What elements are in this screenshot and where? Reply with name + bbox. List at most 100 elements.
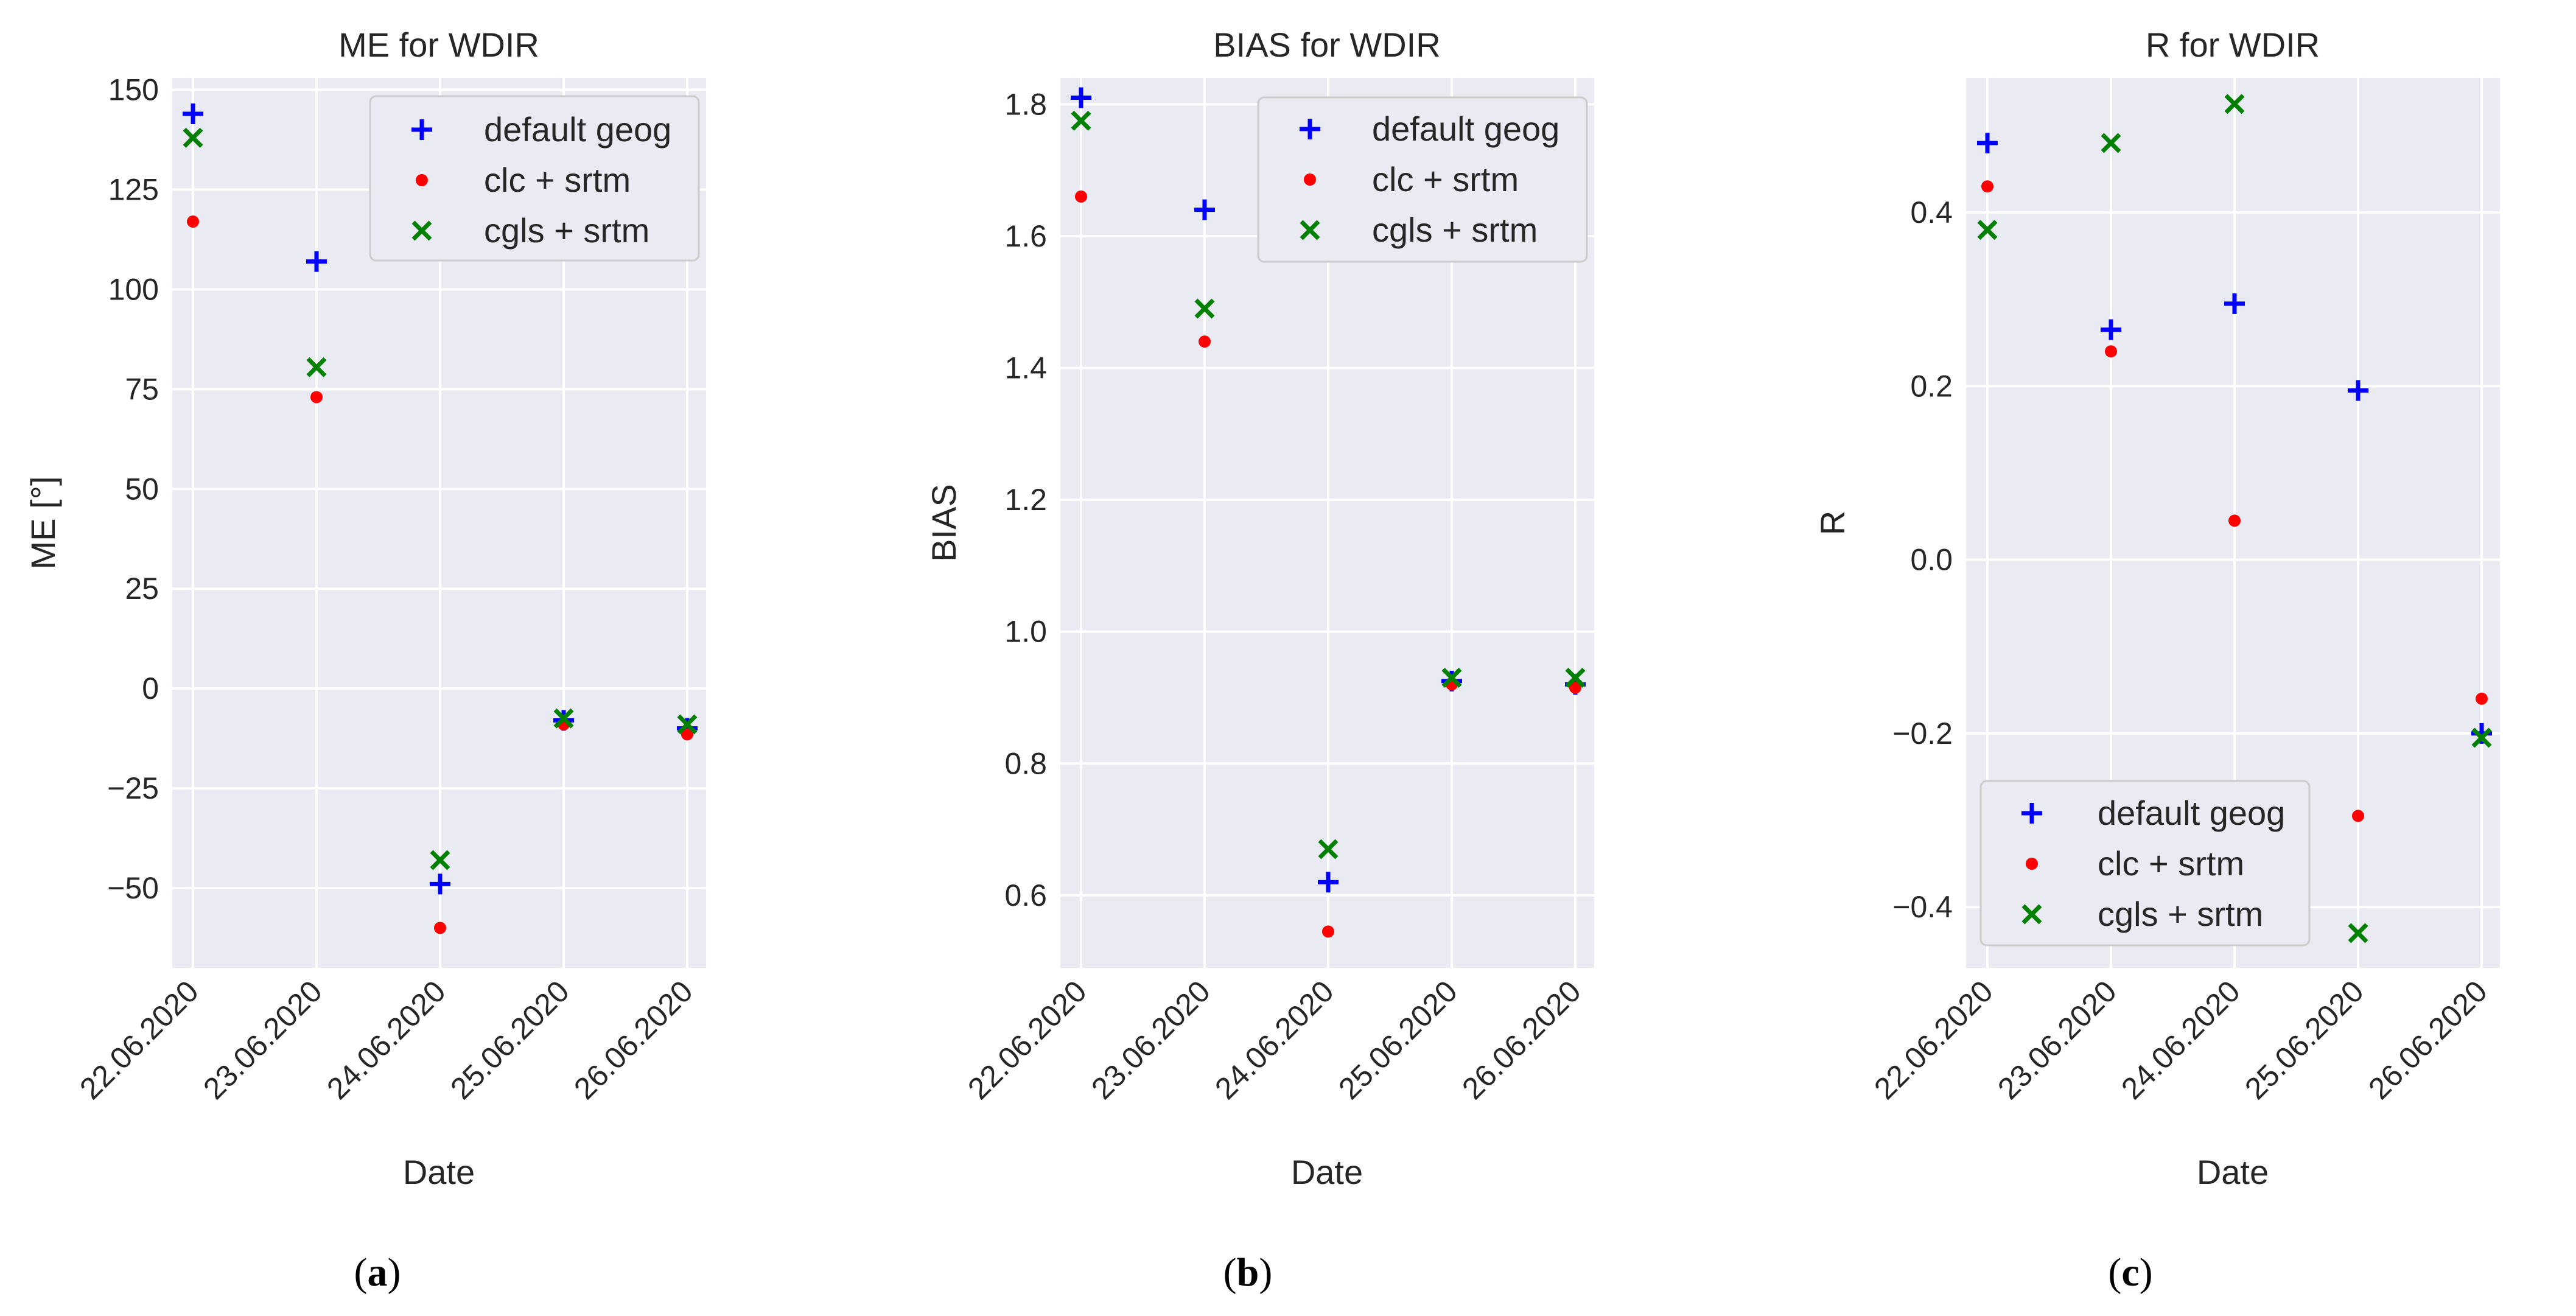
data-point-cgls-srtm — [2348, 923, 2368, 943]
data-point-clc-srtm — [1199, 335, 1211, 348]
x-tick-label: 22.06.2020 — [1867, 974, 2000, 1106]
legend-marker-clc-srtm — [2026, 858, 2038, 870]
data-point-clc-srtm — [187, 215, 199, 228]
y-tick-label: 0.6 — [1004, 878, 1047, 912]
chart-title-b: BIAS for WDIR — [1213, 26, 1440, 64]
data-point-cgls-srtm — [2224, 94, 2245, 114]
panel-b: 0.6 0.8 1.0 1.2 1.4 1.6 1.8 22.06.202023.06.20… — [925, 26, 1594, 1295]
legend-label-clc-srtm-c: clc + srtm — [2098, 844, 2244, 883]
marks-a — [183, 103, 698, 934]
legend-markers-a — [411, 119, 432, 241]
y-tick-label: 50 — [125, 472, 159, 506]
data-point-default-geog — [2348, 380, 2368, 401]
y-tick-label: 0.2 — [1910, 369, 1953, 403]
yticks-a: −50 −25 0 25 50 75 100 125 150 — [107, 73, 159, 905]
data-point-default-geog — [2224, 293, 2245, 314]
legend-marker-clc-srtm — [416, 174, 428, 186]
caption-b: (b) — [1223, 1250, 1273, 1295]
data-point-clc-srtm — [310, 391, 323, 404]
caption-a: (a) — [354, 1250, 401, 1295]
y-tick-label: 1.2 — [1004, 483, 1047, 517]
yticks-b: 0.6 0.8 1.0 1.2 1.4 1.6 1.8 — [1004, 87, 1047, 912]
y-tick-label: −0.2 — [1892, 716, 1953, 751]
y-tick-label: 0 — [142, 671, 159, 705]
legend-label-clc-srtm-b: clc + srtm — [1372, 160, 1519, 198]
legend-label-cgls-srtm-a: cgls + srtm — [484, 211, 649, 250]
legend-label-default-geog-c: default geog — [2098, 794, 2285, 832]
data-point-clc-srtm — [2352, 810, 2364, 822]
data-point-default-geog — [306, 251, 327, 272]
data-point-cgls-srtm — [1318, 839, 1339, 859]
marks-b — [1071, 87, 1586, 938]
data-point-cgls-srtm — [430, 850, 450, 870]
y-tick-label: 75 — [125, 372, 159, 406]
marks-c — [1977, 94, 2492, 943]
data-point-clc-srtm — [1075, 190, 1087, 203]
y-tick-label: 1.8 — [1004, 87, 1047, 121]
x-tick-label: 23.06.2020 — [1085, 974, 1217, 1106]
y-tick-label: 1.4 — [1004, 351, 1047, 385]
x-tick-label: 24.06.2020 — [1208, 974, 1340, 1106]
panel-c: −0.4 −0.2 0.0 0.2 0.4 22.06.202023.06.202024… — [1813, 26, 2500, 1295]
legend-marker-default-geog — [2021, 803, 2042, 824]
legend-box-a — [369, 95, 700, 262]
data-point-default-geog — [430, 873, 450, 895]
data-point-cgls-srtm — [677, 714, 698, 735]
legend-c: default geog clc + srtm cgls + srtm — [1979, 780, 2311, 947]
data-point-cgls-srtm — [306, 357, 327, 377]
data-point-clc-srtm — [434, 922, 446, 934]
y-tick-label: 0.8 — [1004, 746, 1047, 780]
data-point-clc-srtm — [1569, 681, 1581, 694]
y-tick-label: 150 — [108, 73, 159, 107]
y-tick-label: 25 — [125, 572, 159, 606]
x-tick-label: 25.06.2020 — [444, 974, 576, 1106]
data-point-clc-srtm — [1981, 180, 1993, 193]
data-point-cgls-srtm — [2471, 727, 2492, 748]
legend-markers-b — [1300, 119, 1320, 240]
y-tick-label: 0.4 — [1910, 195, 1953, 229]
x-tick-label: 23.06.2020 — [1991, 974, 2123, 1106]
panel-a: −50 −25 0 25 50 75 100 125 150 22.06.202023.06.2… — [24, 26, 706, 1295]
data-point-cgls-srtm — [1565, 668, 1586, 688]
y-tick-label: 125 — [108, 173, 159, 207]
x-tick-label: 22.06.2020 — [73, 974, 205, 1106]
legend-box-b — [1257, 96, 1588, 263]
data-point-cgls-srtm — [183, 127, 203, 148]
data-point-clc-srtm — [1322, 925, 1334, 938]
data-point-cgls-srtm — [1441, 668, 1462, 688]
legend-marker-default-geog — [1300, 119, 1320, 139]
legend-marker-cgls-srtm — [411, 220, 432, 241]
data-point-clc-srtm — [681, 728, 693, 741]
y-axis-label-b: BIAS — [925, 484, 963, 562]
data-point-default-geog — [1977, 132, 1998, 153]
x-tick-label: 26.06.2020 — [1455, 974, 1587, 1106]
x-tick-label: 26.06.2020 — [2362, 974, 2494, 1106]
legend-marker-clc-srtm — [1304, 173, 1316, 186]
x-tick-label: 24.06.2020 — [2115, 974, 2247, 1106]
y-tick-label: 1.0 — [1004, 615, 1047, 649]
legend-marker-cgls-srtm — [2021, 904, 2042, 925]
legend-marker-cgls-srtm — [1300, 220, 1320, 240]
legend-box-c — [1979, 780, 2311, 947]
legend-a: default geog clc + srtm cgls + srtm — [369, 95, 700, 262]
data-point-cgls-srtm — [1194, 298, 1215, 319]
legend-label-default-geog-a: default geog — [484, 110, 671, 149]
x-tick-label: 26.06.2020 — [567, 974, 699, 1106]
y-tick-label: −25 — [107, 771, 159, 805]
legend-label-clc-srtm-a: clc + srtm — [484, 161, 631, 199]
data-point-default-geog — [1194, 199, 1215, 220]
caption-c: (c) — [2108, 1250, 2152, 1295]
data-point-clc-srtm — [2476, 692, 2488, 705]
data-point-default-geog — [1318, 872, 1339, 893]
y-tick-label: 0.0 — [1910, 543, 1953, 577]
x-axis-label-b: Date — [1291, 1153, 1363, 1191]
legend-b: default geog clc + srtm cgls + srtm — [1257, 96, 1588, 263]
y-axis-label-c: R — [1813, 511, 1852, 535]
y-tick-label: −0.4 — [1892, 890, 1953, 924]
data-point-clc-srtm — [2105, 345, 2117, 358]
legend-label-cgls-srtm-c: cgls + srtm — [2098, 895, 2263, 933]
x-tick-label: 25.06.2020 — [1332, 974, 1464, 1106]
chart-title-a: ME for WDIR — [338, 26, 539, 64]
data-point-default-geog — [183, 103, 203, 125]
